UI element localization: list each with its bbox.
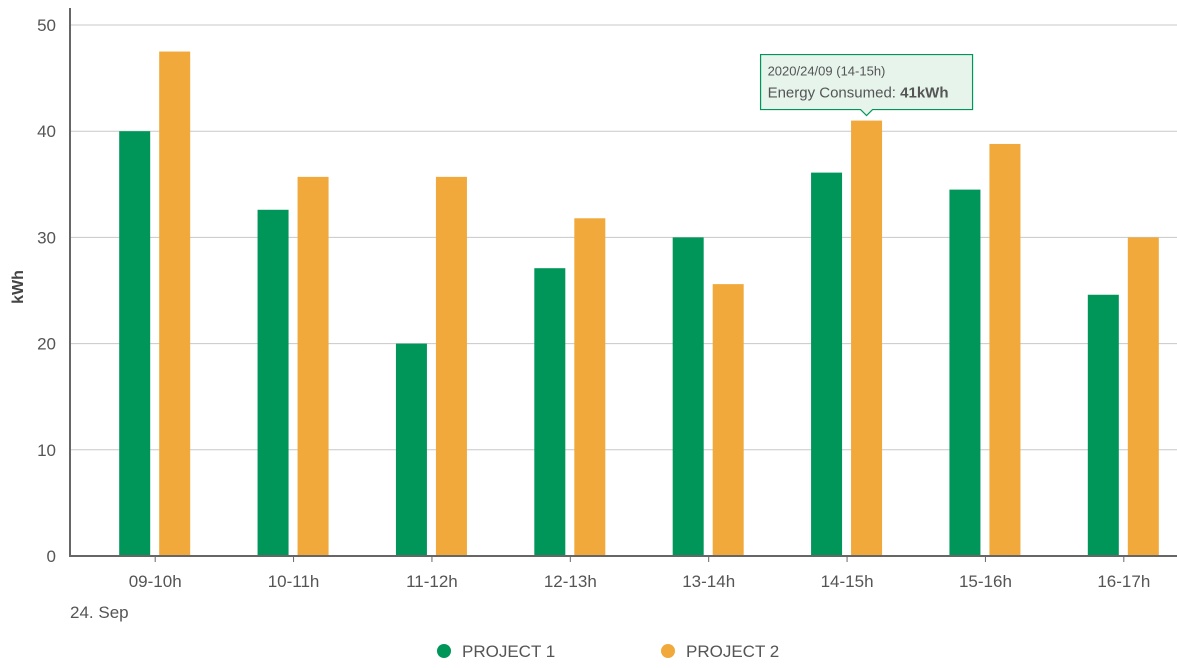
legend: PROJECT 1 PROJECT 2: [437, 642, 779, 661]
legend-label: PROJECT 1: [462, 642, 555, 661]
x-tick-label: 11-12h: [406, 572, 458, 591]
bar-project-2-12-13h: [574, 218, 606, 556]
x-tick-label: 09-10h: [129, 572, 182, 591]
bar-project-2-14-15h: [851, 120, 883, 556]
x-tick-label: 12-13h: [544, 572, 597, 591]
x-date-label: 24. Sep: [70, 603, 129, 622]
bars-layer: [119, 51, 1159, 557]
bar-project-2-15-16h: [989, 143, 1021, 556]
bar-project-2-13-14h: [712, 284, 744, 556]
legend-label: PROJECT 2: [686, 642, 779, 661]
y-axis-title: kWh: [10, 270, 27, 304]
y-tick-label: 30: [37, 228, 56, 247]
tooltip-value-label: Energy Consumed:: [768, 85, 901, 102]
axes-layer: [69, 8, 1177, 562]
y-tick-label: 0: [47, 547, 56, 566]
bar-project-2-10-11h: [297, 176, 329, 556]
x-tick-label: 16-17h: [1097, 572, 1150, 591]
y-tick-label: 20: [37, 335, 56, 354]
tooltip-value: Energy Consumed: 41kWh: [768, 85, 949, 102]
tooltip-date: 2020/24/09 (14-15h): [768, 64, 886, 79]
x-tick-label: 14-15h: [821, 572, 874, 591]
y-tick-label: 50: [37, 16, 56, 35]
tooltip-background: [759, 53, 974, 117]
x-tick-label: 10-11h: [268, 572, 320, 591]
bar-project-1-10-11h: [257, 209, 289, 556]
bar-project-1-16-17h: [1087, 294, 1119, 556]
tooltip-box: 2020/24/09 (14-15h) Energy Consumed: 41kW…: [759, 53, 974, 117]
legend-marker: [437, 644, 451, 658]
bar-project-1-09-10h: [119, 131, 151, 556]
bar-project-1-11-12h: [395, 343, 427, 556]
tooltip: 2020/24/09 (14-15h) Energy Consumed: 41kW…: [759, 53, 974, 117]
bar-project-2-09-10h: [159, 51, 191, 557]
y-tick-label: 10: [37, 441, 56, 460]
labels-layer: kWh 24. Sep 0 10 20 30 40 50 09-10h 10-11h 11-12…: [10, 16, 1150, 622]
tooltip-value-number: 41kWh: [900, 85, 948, 102]
legend-marker: [661, 644, 675, 658]
bar-project-1-12-13h: [534, 268, 566, 556]
x-tick-label: 15-16h: [959, 572, 1012, 591]
bar-project-2-11-12h: [435, 176, 467, 556]
y-tick-label: 40: [37, 122, 56, 141]
bar-project-1-13-14h: [672, 237, 704, 556]
bar-project-1-15-16h: [949, 189, 981, 557]
bar-project-1-14-15h: [811, 172, 843, 557]
bar-project-2-16-17h: [1127, 237, 1159, 556]
x-tick-label: 13-14h: [682, 572, 735, 591]
